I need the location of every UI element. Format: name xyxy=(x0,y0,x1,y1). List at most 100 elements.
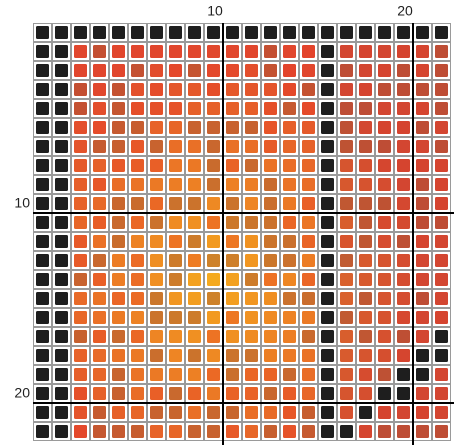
stitch xyxy=(264,178,277,191)
stitch xyxy=(264,26,277,39)
stitch xyxy=(340,368,353,381)
stitch xyxy=(207,121,220,134)
stitch xyxy=(321,216,334,229)
stitch xyxy=(150,311,163,324)
stitch xyxy=(74,45,87,58)
stitch xyxy=(321,235,334,248)
stitch xyxy=(378,273,391,286)
stitch xyxy=(55,330,68,343)
stitch xyxy=(226,83,239,96)
stitch xyxy=(340,406,353,419)
stitch xyxy=(55,406,68,419)
stitch xyxy=(207,368,220,381)
stitch xyxy=(359,330,372,343)
stitch xyxy=(74,140,87,153)
stitch xyxy=(302,178,315,191)
stitch xyxy=(93,368,106,381)
stitch xyxy=(340,387,353,400)
stitch xyxy=(283,178,296,191)
stitch xyxy=(74,330,87,343)
stitch xyxy=(264,45,277,58)
stitch xyxy=(359,216,372,229)
stitch xyxy=(359,45,372,58)
stitch xyxy=(188,64,201,77)
stitch xyxy=(207,387,220,400)
stitch xyxy=(416,311,429,324)
stitch xyxy=(36,45,49,58)
stitch xyxy=(74,64,87,77)
stitch xyxy=(435,64,448,77)
stitch xyxy=(74,197,87,210)
stitch xyxy=(112,216,125,229)
stitch xyxy=(207,140,220,153)
stitch xyxy=(131,368,144,381)
stitch xyxy=(359,235,372,248)
stitch xyxy=(74,368,87,381)
stitch xyxy=(112,330,125,343)
stitch xyxy=(397,273,410,286)
stitch xyxy=(74,292,87,305)
stitch xyxy=(321,159,334,172)
stitch xyxy=(321,102,334,115)
stitch xyxy=(245,425,258,438)
stitch xyxy=(283,83,296,96)
stitch xyxy=(131,425,144,438)
stitch xyxy=(245,159,258,172)
stitch xyxy=(36,254,49,267)
stitch xyxy=(36,102,49,115)
stitch xyxy=(93,330,106,343)
stitch xyxy=(150,26,163,39)
stitch xyxy=(397,26,410,39)
stitch xyxy=(112,406,125,419)
stitch xyxy=(93,254,106,267)
stitch xyxy=(283,197,296,210)
stitch xyxy=(245,387,258,400)
stitch xyxy=(378,159,391,172)
stitch xyxy=(207,64,220,77)
stitch xyxy=(169,178,182,191)
stitch xyxy=(207,311,220,324)
stitch xyxy=(264,235,277,248)
stitch xyxy=(131,197,144,210)
stitch xyxy=(131,178,144,191)
stitch xyxy=(416,292,429,305)
stitch xyxy=(435,140,448,153)
stitch xyxy=(245,197,258,210)
stitch xyxy=(264,292,277,305)
stitch xyxy=(207,83,220,96)
stitch xyxy=(245,45,258,58)
stitch xyxy=(169,102,182,115)
stitch xyxy=(340,102,353,115)
stitch xyxy=(359,197,372,210)
stitch xyxy=(169,406,182,419)
stitch xyxy=(74,254,87,267)
stitch xyxy=(36,330,49,343)
stitch xyxy=(321,45,334,58)
stitch xyxy=(416,140,429,153)
stitch xyxy=(435,26,448,39)
stitch xyxy=(55,64,68,77)
stitch xyxy=(74,216,87,229)
stitch xyxy=(131,102,144,115)
stitch xyxy=(226,425,239,438)
stitch xyxy=(207,349,220,362)
stitch xyxy=(264,368,277,381)
stitch xyxy=(131,45,144,58)
stitch xyxy=(245,254,258,267)
stitch xyxy=(36,216,49,229)
stitch xyxy=(245,121,258,134)
stitch xyxy=(283,140,296,153)
stitch xyxy=(321,406,334,419)
stitch xyxy=(340,216,353,229)
stitch xyxy=(378,425,391,438)
stitch xyxy=(36,311,49,324)
stitch xyxy=(112,140,125,153)
stitch xyxy=(359,273,372,286)
stitch xyxy=(340,140,353,153)
stitch xyxy=(340,64,353,77)
stitch xyxy=(283,235,296,248)
stitch xyxy=(302,425,315,438)
stitch xyxy=(131,140,144,153)
stitch xyxy=(416,64,429,77)
stitch xyxy=(245,368,258,381)
